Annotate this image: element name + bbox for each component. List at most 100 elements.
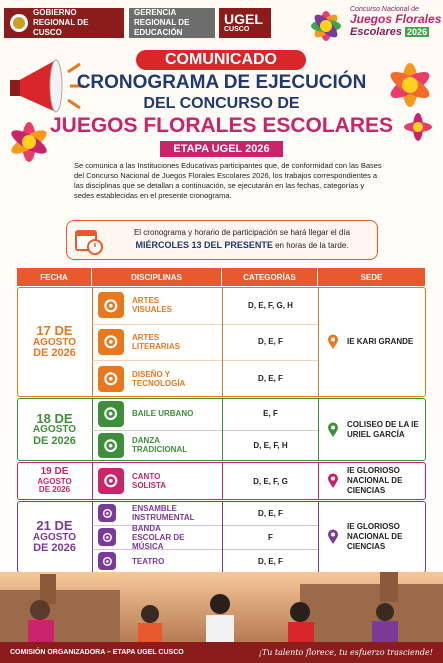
footer-right: ¡Tu talento florece, tu esfuerzo trascie… (258, 648, 433, 657)
date: 18 DE AGOSTO DE 2026 (17, 398, 92, 461)
sede: IE GLORIOSO NACIONAL DE CIENCIAS (318, 462, 426, 500)
discipline: BAILE URBANO (132, 409, 194, 419)
date: 19 DE AGOSTO DE 2026 (17, 462, 92, 500)
discipline-icon (98, 401, 124, 427)
stage: ETAPA UGEL 2026 (160, 141, 283, 157)
icon-glyph (104, 335, 118, 349)
discipline-icon (98, 432, 124, 458)
pin-icon (328, 334, 338, 349)
notice-text: El cronograma y horario de participación… (133, 228, 351, 237)
group (17, 501, 426, 573)
date-line: AGOSTO (32, 424, 77, 436)
intro: Se comunica a las Instituciones Educativ… (74, 161, 382, 200)
gov-text: GOBIERNO REGIONAL DE CUSCO (33, 8, 89, 37)
date-line: 18 DE (36, 410, 73, 426)
group (17, 462, 426, 500)
discipline: ENSAMBLE INSTRUMENTAL (132, 504, 195, 522)
notice-highlight: MIÉRCOLES 13 DEL PRESENTE (135, 240, 273, 250)
discipline-icon (98, 468, 124, 494)
discipline-icon (98, 329, 124, 355)
discipline: TEATRO (132, 556, 165, 566)
date-line: 19 DE (40, 466, 69, 478)
row-line (92, 501, 318, 525)
row-line (92, 429, 318, 461)
date-line: AGOSTO (32, 531, 77, 543)
date-line: AGOSTO (37, 476, 72, 486)
table-header: DISCIPLINAS (92, 268, 222, 286)
brand-top: Concurso Nacional de (350, 6, 419, 13)
categories: E, F (222, 398, 318, 430)
discipline: BANDA ESCOLAR DE MÚSICA (132, 523, 185, 551)
categories: D, E, F, G (222, 462, 318, 500)
footer: COMISIÓN ORGANIZADORA – ETAPA UGEL CUSCO… (0, 642, 443, 663)
photo-strip (0, 572, 443, 642)
megaphone (10, 59, 84, 113)
gov-logo (10, 14, 28, 32)
date-line: DE 2026 (33, 542, 76, 555)
sede-text: IE KARI GRANDE (347, 337, 414, 346)
ugel-sub: CUSCO (224, 26, 250, 33)
icon-glyph (104, 438, 118, 452)
row-line (92, 323, 318, 361)
icon-glyph (102, 532, 112, 542)
title-line1: CRONOGRAMA DE EJECUCIÓN (76, 72, 367, 93)
brand-flower (311, 11, 341, 41)
pin-icon (328, 422, 338, 437)
discipline-icon (98, 504, 116, 522)
notice-tail: en horas de la tarde. (275, 241, 349, 250)
discipline-icon (98, 292, 124, 319)
row-line (92, 360, 318, 397)
table-header: SEDE (318, 268, 426, 286)
sede-text: IE GLORIOSO NACIONAL DE CIENCIAS (347, 522, 403, 551)
title-line2: DEL CONCURSO DE (143, 95, 300, 112)
sede-text: COLISEO DE LA IE URIEL GARCÍA (347, 419, 419, 439)
discipline: DISEÑO Y TECNOLOGÍA (132, 369, 186, 388)
row-line (92, 287, 318, 324)
icon-glyph (104, 372, 118, 386)
date-line: DE 2026 (33, 434, 76, 447)
discipline-icon (98, 528, 116, 546)
ugel-box: UGEL CUSCO (219, 8, 271, 38)
ugel-text: UGEL (224, 11, 263, 27)
notice: El cronograma y horario de participación… (111, 226, 373, 252)
brand-sub: Escolares 2026 (350, 26, 442, 38)
date-line: AGOSTO (32, 336, 77, 348)
row-line (92, 525, 318, 549)
gov-box: GOBIERNO REGIONAL DE CUSCO (4, 8, 124, 38)
icon-glyph (104, 407, 118, 421)
discipline: ARTES VISUALES (132, 296, 173, 315)
notice-box: El cronograma y horario de participación… (66, 220, 378, 260)
sede-text: IE GLORIOSO NACIONAL DE CIENCIAS (347, 466, 403, 495)
date-line: DE 2026 (33, 347, 76, 360)
row-line (92, 549, 318, 573)
discipline: CANTO SOLISTA (132, 472, 167, 490)
date: 17 DE AGOSTO DE 2026 (17, 287, 92, 397)
discipline: ARTES LITERARIAS (132, 332, 180, 351)
flower-right (390, 63, 432, 141)
table-header: CATEGORÍAS (222, 268, 318, 286)
group (17, 398, 426, 461)
icon-glyph (102, 508, 112, 518)
brand: Concurso Nacional de Juegos Florales Esc… (350, 6, 442, 38)
categories: D, E, F (222, 549, 318, 573)
group (17, 287, 426, 397)
row-line (92, 398, 318, 430)
categories: D, E, F, G, H (222, 287, 318, 324)
pin-icon (328, 529, 338, 544)
icon-glyph (102, 556, 112, 566)
date-line: DE 2026 (38, 485, 71, 495)
gre-box: GERENCIA REGIONAL DE EDUCACIÓN (129, 8, 215, 38)
categories: F (222, 525, 318, 549)
footer-left: COMISIÓN ORGANIZADORA – ETAPA UGEL CUSCO (10, 649, 184, 656)
pin-icon (328, 473, 338, 488)
brand-sub-text: Escolares (350, 26, 402, 38)
gre-text: GERENCIA REGIONAL DE EDUCACIÓN (134, 8, 190, 37)
row-line (92, 462, 318, 500)
sede: IE GLORIOSO NACIONAL DE CIENCIAS (318, 501, 426, 573)
discipline-icon (98, 552, 116, 570)
title-line3: JUEGOS FLORALES ESCOLARES (49, 114, 394, 137)
discipline: DANZA TRADICIONAL (132, 436, 188, 455)
categories: D, E, F (222, 360, 318, 397)
